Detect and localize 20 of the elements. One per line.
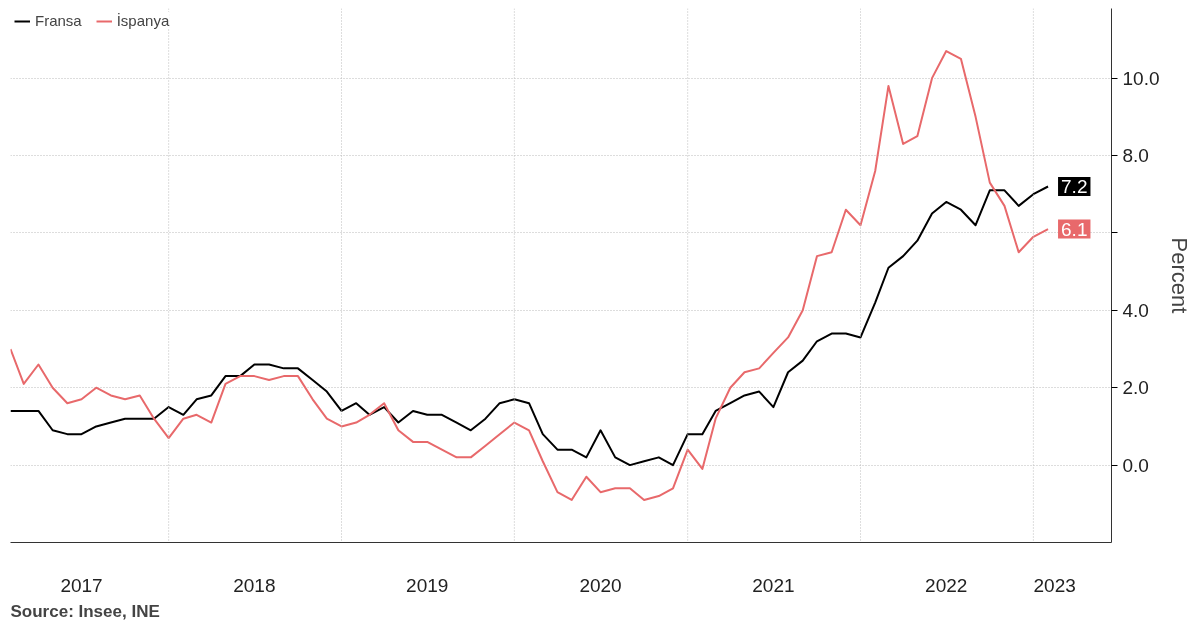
- legend-label: Fransa: [35, 12, 82, 29]
- line-series: [10, 50, 1050, 501]
- source-note: Source: Insee, INE: [10, 601, 160, 621]
- x-tick-label: 2022: [925, 574, 968, 596]
- y-tick-label: 2.0: [1122, 377, 1149, 399]
- x-tick-label: 2020: [579, 574, 622, 596]
- annotation: 6.1: [1061, 218, 1088, 240]
- x-tick-label: 2023: [1033, 574, 1076, 596]
- annotation: 7.2: [1061, 176, 1088, 197]
- y-tick-label: 10.0: [1122, 67, 1160, 89]
- x-tick-label: 2017: [60, 574, 103, 596]
- y-tick-label: 0.0: [1122, 454, 1149, 476]
- x-tick-label: 2018: [233, 574, 276, 596]
- legend-label: İspanya: [116, 12, 170, 29]
- x-tick-label: 2019: [406, 574, 449, 596]
- y-axis-title: Percent: [1167, 237, 1193, 314]
- y-tick-label: 8.0: [1122, 145, 1149, 167]
- y-tick-label: 4.0: [1122, 299, 1149, 321]
- line-series: [10, 185, 1050, 467]
- x-tick-label: 2021: [752, 574, 795, 596]
